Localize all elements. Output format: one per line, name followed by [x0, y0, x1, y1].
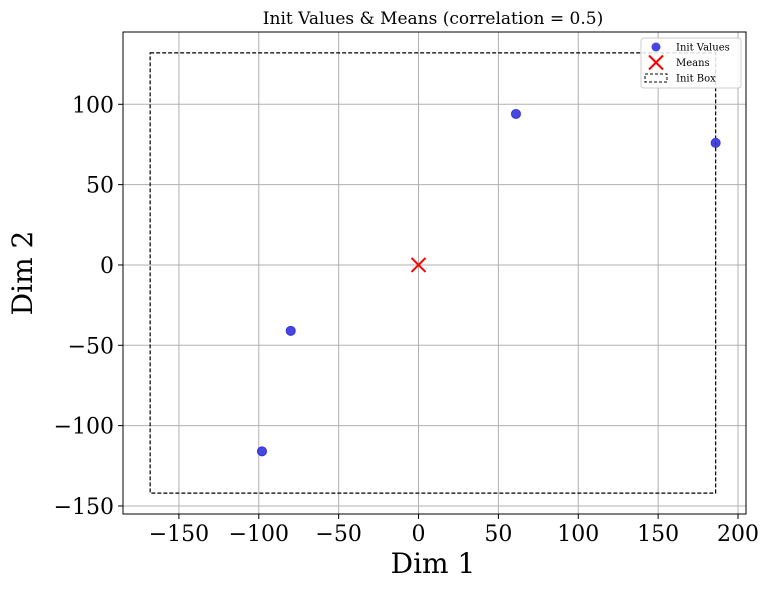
legend-init-box-marker [644, 73, 668, 83]
x-axis-label: Dim 1 [391, 547, 476, 580]
x-tick-label: 150 [637, 522, 679, 547]
y-tick-label: 0 [100, 254, 114, 279]
y-tick-label: 100 [72, 93, 114, 118]
legend-label: Init Values [676, 43, 730, 54]
x-tick-label: −100 [229, 522, 289, 547]
init-value-point [510, 108, 521, 119]
x-tick-label: 0 [412, 522, 426, 547]
x-tick-label: −50 [315, 522, 361, 547]
y-tick-label: −100 [54, 415, 114, 440]
y-tick-label: −50 [68, 334, 114, 359]
init-box [149, 52, 717, 494]
x-tick-label: 100 [557, 522, 599, 547]
x-axis: −150 −100 −50 0 50 100 150 200 [149, 514, 759, 547]
chart-title: Init Values & Means (correlation = 0.5) [263, 9, 603, 29]
plot-frame [122, 31, 747, 515]
init-value-point [710, 137, 721, 148]
init-value-point [256, 446, 267, 457]
legend: Init Values Means Init Box [640, 37, 742, 89]
y-tick-label: −150 [54, 495, 114, 520]
init-value-point [285, 325, 296, 336]
y-axis: −150 −100 −50 0 50 100 [54, 93, 123, 520]
grid-lines [123, 32, 746, 514]
plot-area [149, 52, 721, 494]
legend-label: Init Box [676, 74, 716, 85]
legend-box [640, 37, 742, 89]
legend-label: Means [676, 58, 710, 69]
mean-marker [410, 257, 427, 273]
legend-means-marker [648, 54, 664, 71]
x-tick-label: −150 [149, 522, 209, 547]
legend-init-values-marker [651, 42, 661, 52]
y-axis-label: Dim 2 [6, 231, 39, 316]
x-tick-label: 50 [484, 522, 512, 547]
y-tick-label: 50 [86, 174, 114, 199]
x-tick-label: 200 [717, 522, 759, 547]
